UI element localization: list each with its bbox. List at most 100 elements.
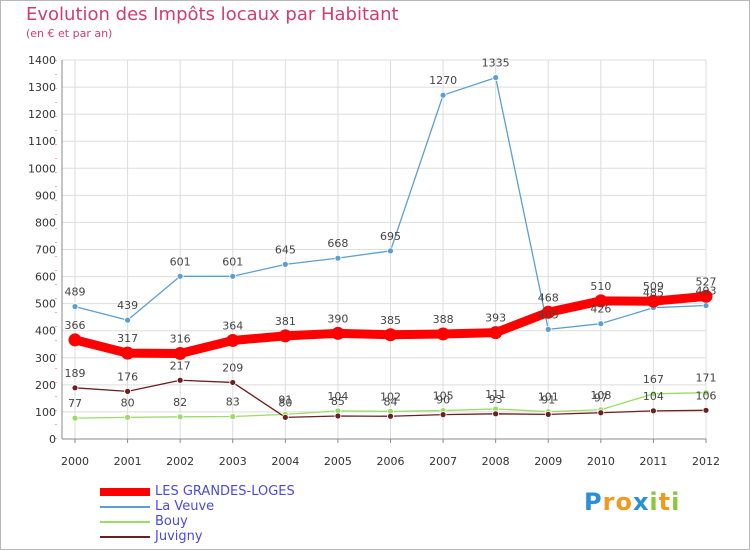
data-point	[334, 412, 342, 420]
data-label: 695	[380, 230, 401, 243]
data-point	[281, 260, 289, 268]
data-point	[439, 91, 447, 99]
data-point	[124, 316, 131, 324]
data-label: 645	[275, 243, 296, 256]
x-tick-label: 2001	[114, 455, 142, 468]
data-point	[646, 294, 660, 308]
data-label: 171	[696, 372, 717, 385]
x-tick-label: 2003	[219, 455, 247, 468]
data-label: 381	[275, 315, 296, 328]
data-point	[229, 272, 237, 280]
data-point	[331, 326, 345, 340]
data-point	[544, 325, 552, 333]
logo-letter: r	[602, 488, 616, 516]
data-point	[229, 413, 237, 420]
y-tick-label: 500	[35, 298, 56, 311]
data-label: 493	[696, 285, 717, 298]
data-point	[226, 333, 240, 347]
data-point	[384, 328, 397, 342]
x-tick-label: 2010	[587, 455, 615, 468]
data-point	[436, 327, 450, 341]
chart-subtitle: (en € et par an)	[26, 27, 113, 40]
data-label: 108	[590, 389, 611, 402]
data-label: 77	[68, 397, 82, 410]
data-label: 510	[590, 280, 611, 293]
data-point	[387, 412, 394, 420]
legend-swatch-bouy	[100, 521, 150, 523]
logo-letter: o	[615, 488, 633, 516]
data-point	[594, 294, 608, 308]
x-tick-label: 2005	[324, 455, 352, 468]
data-point	[334, 254, 342, 262]
x-tick-label: 2009	[534, 455, 562, 468]
y-tick-label: 200	[35, 379, 56, 392]
data-label: 90	[436, 394, 450, 407]
x-tick-label: 2011	[639, 455, 667, 468]
data-label: 80	[278, 396, 292, 409]
data-label: 601	[170, 255, 191, 268]
data-label: 80	[121, 396, 135, 409]
y-tick-label: 800	[35, 216, 56, 229]
data-point	[173, 346, 187, 360]
data-label: 439	[117, 299, 138, 312]
data-label: 209	[222, 361, 243, 374]
grid	[62, 59, 707, 440]
data-point	[544, 410, 552, 418]
data-label: 106	[696, 389, 717, 402]
data-label: 601	[222, 255, 243, 268]
data-label: 364	[222, 319, 243, 332]
data-point	[650, 390, 657, 398]
data-point	[281, 413, 289, 421]
y-tick-label: 300	[35, 352, 56, 365]
logo-letter: i	[671, 488, 681, 516]
data-point	[71, 384, 79, 392]
y-tick-label: 1300	[28, 81, 56, 94]
data-label: 85	[331, 395, 345, 408]
data-label: 104	[643, 390, 664, 403]
axes: 0 100 200 300 400 500 600 700 800 900 1000 1100 1200…	[28, 54, 720, 468]
data-label: 393	[485, 312, 506, 325]
data-label: 93	[489, 393, 503, 406]
y-tick-label: 1200	[28, 108, 56, 121]
data-point	[702, 302, 710, 309]
y-tick-label: 600	[35, 271, 56, 284]
data-label: 84	[384, 395, 398, 408]
data-label: 385	[380, 314, 401, 327]
data-point	[278, 329, 292, 343]
data-label: 316	[170, 332, 191, 345]
data-point	[387, 247, 394, 255]
x-tick-label: 2012	[692, 455, 720, 468]
data-label: 91	[541, 393, 555, 406]
data-point	[229, 379, 237, 386]
y-tick-label: 900	[35, 189, 56, 202]
data-label: 91	[278, 393, 292, 406]
data-point	[71, 414, 79, 422]
data-label: 509	[643, 280, 664, 293]
legend-label: Bouy	[155, 514, 188, 529]
data-label: 668	[327, 237, 348, 250]
data-point	[176, 272, 184, 280]
data-point	[541, 305, 555, 319]
line-chart: 0 100 200 300 400 500 600 700 800 900 1000 1100 1200…	[28, 54, 720, 468]
logo-letter: t	[658, 488, 672, 516]
data-label: 101	[538, 391, 559, 404]
y-tick-label: 1100	[28, 135, 56, 148]
y-tick-label: 1400	[28, 54, 56, 67]
data-point	[439, 411, 447, 419]
logo-letter: x	[632, 488, 650, 516]
data-label: 97	[594, 392, 608, 405]
data-point	[492, 74, 500, 81]
x-tick-label: 2000	[61, 455, 89, 468]
x-tick-label: 2002	[166, 455, 194, 468]
y-tick-label: 1000	[28, 162, 56, 175]
x-tick-label: 2006	[377, 455, 405, 468]
data-label: 426	[590, 303, 611, 316]
data-label: 489	[65, 286, 86, 299]
data-point	[702, 406, 710, 414]
data-label: 105	[433, 390, 454, 403]
series-layer	[68, 74, 713, 422]
legend-label: La Veuve	[155, 499, 215, 514]
data-point	[121, 346, 135, 360]
data-label: 485	[643, 287, 664, 300]
data-point	[68, 333, 82, 347]
